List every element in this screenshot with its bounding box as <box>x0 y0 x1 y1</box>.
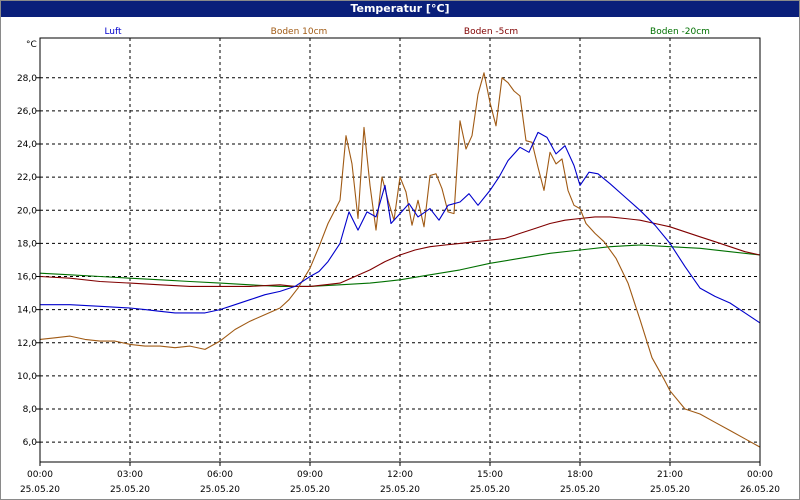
x-tick-time-label: 00:00 <box>747 470 773 480</box>
y-tick-label: 16,0 <box>17 273 37 283</box>
y-tick-label: 22,0 <box>17 173 37 183</box>
y-axis-unit: °C <box>26 40 37 50</box>
x-tick-time-label: 00:00 <box>27 470 53 480</box>
x-tick-time-label: 21:00 <box>657 470 683 480</box>
chart-title: Temperatur [°C] <box>1 1 799 17</box>
x-tick-date-label: 25.05.20 <box>110 485 150 495</box>
y-tick-label: 8,0 <box>23 405 38 415</box>
x-tick-date-label: 26.05.20 <box>740 485 780 495</box>
x-tick-time-label: 12:00 <box>387 470 413 480</box>
x-tick-date-label: 25.05.20 <box>560 485 600 495</box>
y-tick-label: 24,0 <box>17 140 37 150</box>
legend-entry: Luft <box>104 27 122 37</box>
x-tick-time-label: 09:00 <box>297 470 323 480</box>
series-line-luft <box>40 131 761 324</box>
y-tick-label: 18,0 <box>17 239 37 249</box>
x-tick-date-label: 25.05.20 <box>20 485 60 495</box>
y-tick-label: 10,0 <box>17 372 37 382</box>
series-line-boden-10cm <box>39 72 761 448</box>
y-axis: 6,0 8,0 10,0 12,0 14,0 16,0 18,0 20,0 22,0 24,0 26… <box>17 74 40 448</box>
y-tick-label: 6,0 <box>23 438 38 448</box>
x-tick-date-label: 25.05.20 <box>200 485 240 495</box>
x-tick-time-label: 03:00 <box>117 470 143 480</box>
series-layer <box>39 72 761 448</box>
series-line-boden-20cm <box>39 244 761 287</box>
x-tick-date-label: 25.05.20 <box>650 485 690 495</box>
x-tick-date-label: 25.05.20 <box>290 485 330 495</box>
x-tick-time-label: 18:00 <box>567 470 593 480</box>
y-tick-label: 14,0 <box>17 306 37 316</box>
grid-layer <box>40 38 760 462</box>
y-tick-label: 28,0 <box>17 74 37 84</box>
y-tick-label: 26,0 <box>17 107 37 117</box>
legend: Luft Boden 10cm Boden -5cm Boden -20cm <box>104 27 710 37</box>
legend-entry: Boden -20cm <box>650 27 710 37</box>
legend-entry: Boden -5cm <box>464 27 518 37</box>
y-tick-label: 12,0 <box>17 339 37 349</box>
x-tick-date-label: 25.05.20 <box>470 485 510 495</box>
x-tick-time-label: 15:00 <box>477 470 503 480</box>
legend-entry: Boden 10cm <box>271 27 328 37</box>
y-tick-label: 20,0 <box>17 206 37 216</box>
x-axis: 00:00 25.05.20 03:00 25.05.20 06:00 25.05.20 0… <box>20 462 780 495</box>
series-line-boden-5cm <box>39 216 761 287</box>
x-tick-time-label: 06:00 <box>207 470 233 480</box>
x-tick-date-label: 25.05.20 <box>380 485 420 495</box>
